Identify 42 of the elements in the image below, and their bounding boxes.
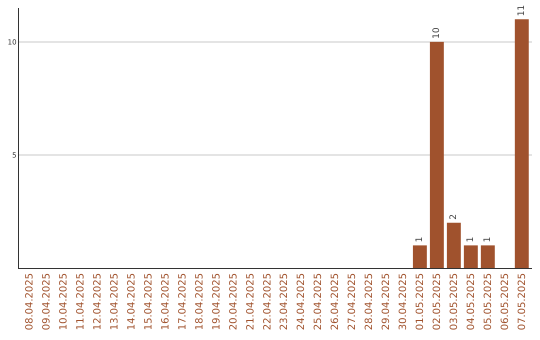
x-tick-label: 02.05.2025 <box>432 273 444 330</box>
bar <box>412 245 427 268</box>
x-tick-label: 16.04.2025 <box>160 273 172 330</box>
x-tick-label: 22.04.2025 <box>262 273 274 330</box>
x-tick-label: 12.04.2025 <box>92 273 104 330</box>
x-tick-label: 14.04.2025 <box>126 273 138 330</box>
x-tick-label: 23.04.2025 <box>279 273 290 330</box>
x-tick-label: 30.04.2025 <box>398 273 410 330</box>
x-tick-label: 25.04.2025 <box>313 273 324 330</box>
x-tick-label: 03.05.2025 <box>449 273 460 330</box>
x-tick-label: 26.04.2025 <box>330 273 342 330</box>
x-tick-label: 27.04.2025 <box>347 273 358 330</box>
x-tick-label: 20.04.2025 <box>228 273 240 330</box>
data-label: 1 <box>466 236 476 242</box>
x-tick-label: 19.04.2025 <box>211 273 222 330</box>
bar <box>430 42 444 268</box>
data-label: 11 <box>516 4 527 16</box>
data-label: 2 <box>448 214 459 220</box>
data-label: 1 <box>482 236 493 242</box>
bar <box>514 19 529 268</box>
x-tick-label: 07.05.2025 <box>517 273 528 330</box>
x-tick-label: 15.04.2025 <box>143 273 154 330</box>
x-tick-label: 17.04.2025 <box>177 273 188 330</box>
bar <box>480 245 495 268</box>
x-tick-label: 13.04.2025 <box>109 273 120 330</box>
x-tick-label: 01.05.2025 <box>415 273 426 330</box>
x-tick-label: 05.05.2025 <box>483 273 494 330</box>
x-tick-label: 18.04.2025 <box>194 273 206 330</box>
x-tick-label: 09.04.2025 <box>41 273 52 330</box>
x-tick-label: 28.04.2025 <box>364 273 376 330</box>
x-tick-label: 08.04.2025 <box>24 273 36 330</box>
x-tick-label: 24.04.2025 <box>296 273 308 330</box>
x-tick-label: 21.04.2025 <box>245 273 256 330</box>
x-tick-label: 06.05.2025 <box>500 273 512 330</box>
x-tick-label: 29.04.2025 <box>381 273 392 330</box>
bar <box>464 245 478 268</box>
data-label: 10 <box>432 27 442 39</box>
x-tick-label: 10.04.2025 <box>58 273 70 330</box>
x-tick-label: 04.05.2025 <box>466 273 478 330</box>
bar <box>446 222 461 268</box>
x-tick-label: 11.04.2025 <box>75 273 86 330</box>
data-label: 1 <box>414 236 425 242</box>
